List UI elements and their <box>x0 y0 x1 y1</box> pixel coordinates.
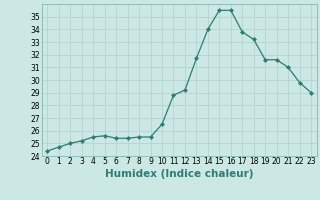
X-axis label: Humidex (Indice chaleur): Humidex (Indice chaleur) <box>105 169 253 179</box>
